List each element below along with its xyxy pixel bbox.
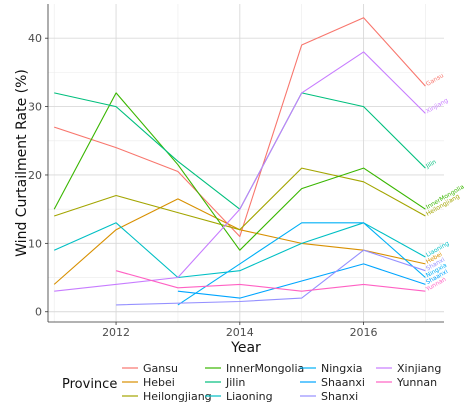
x-tick-label: 2014 bbox=[226, 326, 254, 339]
legend-label-hebei: Hebei bbox=[143, 376, 175, 389]
legend-item-heilongjiang: Heilongjiang bbox=[122, 390, 212, 403]
y-tick-label: 20 bbox=[28, 169, 42, 182]
plot-panel bbox=[48, 4, 444, 322]
legend-label-yunnan: Yunnan bbox=[396, 376, 437, 389]
legend-item-shaanxi: Shaanxi bbox=[300, 376, 365, 389]
legend-label-shanxi: Shanxi bbox=[321, 390, 358, 403]
legend-item-shanxi: Shanxi bbox=[300, 390, 358, 403]
legend-label-shaanxi: Shaanxi bbox=[321, 376, 365, 389]
y-tick-label: 30 bbox=[28, 101, 42, 114]
x-tick-label: 2016 bbox=[350, 326, 378, 339]
legend-item-innermongolia: InnerMongolia bbox=[205, 362, 304, 375]
legend-label-gansu: Gansu bbox=[143, 362, 178, 375]
series-line-gansu bbox=[54, 17, 426, 238]
plot-background bbox=[48, 4, 444, 322]
legend-label-ningxia: Ningxia bbox=[321, 362, 363, 375]
series-line-innermongolia bbox=[53, 92, 426, 251]
legend-item-hebei: Hebei bbox=[122, 376, 175, 389]
series-line-xinjiang bbox=[54, 51, 426, 292]
series-line-shaanxi bbox=[177, 263, 426, 299]
legend-label-heilongjiang: Heilongjiang bbox=[143, 390, 212, 403]
series-line-ningxia bbox=[177, 222, 426, 306]
series-end-label-jilin: Jilin bbox=[424, 158, 438, 170]
y-axis-title: Wind Curtailment Rate (%) bbox=[14, 69, 30, 257]
legend-item-jilin: Jilin bbox=[205, 376, 245, 389]
series-line-heilongjiang bbox=[54, 167, 426, 231]
x-tick-label: 2012 bbox=[102, 326, 130, 339]
legend-item-gansu: Gansu bbox=[122, 362, 178, 375]
legend-label-xinjiang: Xinjiang bbox=[397, 362, 441, 375]
series-line-yunnan bbox=[115, 270, 426, 292]
y-tick-label: 40 bbox=[28, 32, 42, 45]
legend-label-jilin: Jilin bbox=[225, 376, 245, 389]
axes-layer: 0 10 20 30 40 2012 2014 2016 bbox=[28, 4, 444, 339]
legend-label-innermongolia: InnerMongolia bbox=[226, 362, 304, 375]
legend-item-yunnan: Yunnan bbox=[376, 376, 437, 389]
legend-item-xinjiang: Xinjiang bbox=[376, 362, 441, 375]
legend-label-liaoning: Liaoning bbox=[226, 390, 273, 403]
x-axis-title: Year bbox=[230, 340, 261, 356]
series-layer: GansuHebeiHeilongjiangInnerMongoliaJilin… bbox=[53, 17, 466, 306]
series-line-shanxi bbox=[116, 249, 426, 306]
y-tick-label: 0 bbox=[35, 306, 42, 319]
legend-item-ningxia: Ningxia bbox=[300, 362, 363, 375]
legend-title: Province bbox=[62, 377, 117, 392]
y-tick-label: 10 bbox=[28, 237, 42, 250]
legend-item-liaoning: Liaoning bbox=[205, 390, 273, 403]
